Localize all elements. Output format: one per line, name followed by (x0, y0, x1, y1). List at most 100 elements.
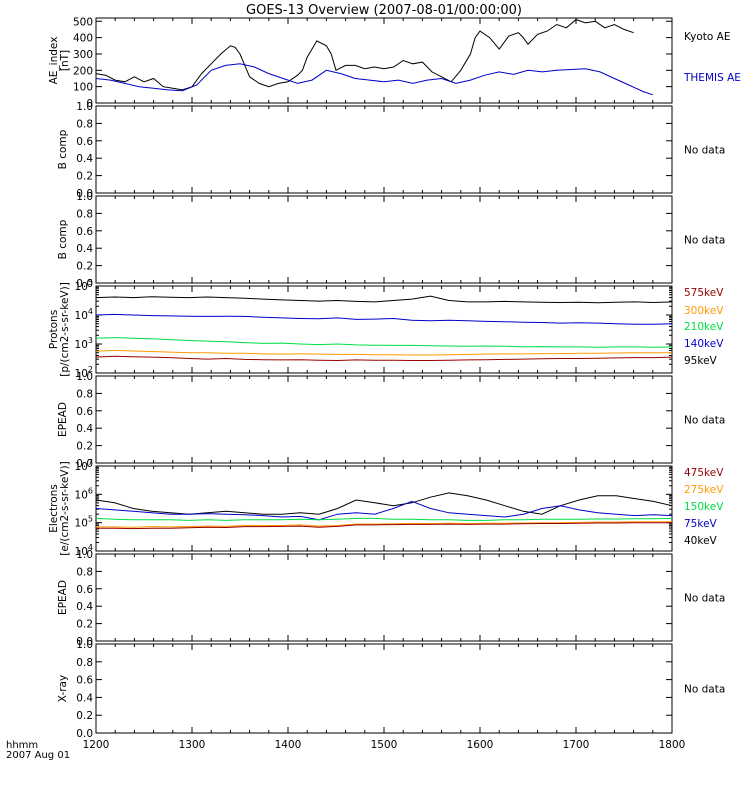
y-label-line: X-ray (57, 675, 69, 702)
panel-frame (95, 553, 673, 642)
y-tick-label: 0.6 (76, 226, 93, 238)
panel-y-label: Electrons [e/(cm2-s-sr-keV)] (48, 461, 71, 555)
series-line-150kev (95, 517, 673, 521)
y-tick-label: 0.2 (76, 261, 93, 273)
series-line-575kev (95, 355, 673, 362)
x-tick-label: 1800 (659, 739, 686, 751)
y-label-line: [p/(cm2-s-sr-keV)] (59, 282, 71, 377)
panel-y-label: AE_index [nT] (48, 37, 71, 85)
panel-epead1: 0.0 0.2 0.4 0.6 0.8 1.0 EPEAD No data (57, 371, 725, 470)
y-tick-base: 10 (75, 310, 88, 322)
chart-title: GOES-13 Overview (2007-08-01/00:00:00) (246, 3, 522, 18)
y-tick-label: 0.0 (76, 636, 93, 648)
panel-x-ticks (95, 106, 673, 193)
y-tick-label: 0.6 (76, 406, 93, 418)
y-tick-label: 0.6 (76, 136, 93, 148)
y-tick-label: 1.0 (76, 549, 93, 561)
legend-entry: 275keV (684, 484, 724, 496)
y-tick-label: 0.8 (76, 657, 93, 669)
y-tick-label: 0.2 (76, 441, 93, 453)
series-line-95kev (95, 295, 673, 304)
y-tick-exponent: 4 (88, 543, 93, 552)
y-label-line: [nT] (59, 50, 71, 71)
y-tick-label: 0.0 (76, 728, 93, 740)
panel-x-ticks (95, 286, 673, 373)
series-line-140kev (95, 313, 673, 325)
y-tick-label: 105 (75, 278, 93, 293)
panel-y-axis: 0.0 0.2 0.4 0.6 0.8 1.0 (76, 639, 672, 740)
no-data-label: No data (684, 145, 725, 157)
y-tick-label: 1.0 (76, 191, 93, 203)
panel-x-ticks (95, 18, 673, 103)
y-tick-base: 10 (75, 518, 88, 530)
panel-frame (95, 375, 673, 464)
panel-series (95, 492, 673, 530)
y-tick-label: 107 (75, 458, 93, 473)
y-tick-label: 0.0 (76, 188, 93, 200)
no-data-label: No data (684, 235, 725, 247)
y-tick-label: 0.8 (76, 566, 93, 578)
x-tick-label: 1200 (83, 739, 110, 751)
y-tick-label: 0.2 (76, 619, 93, 631)
series-line-themis-ae (95, 63, 653, 96)
y-tick-label: 400 (73, 33, 93, 45)
y-tick-label: 0.8 (76, 118, 93, 130)
y-label-line: EPEAD (57, 402, 69, 437)
series-line-475kev (96, 522, 672, 530)
y-label-line: EPEAD (57, 580, 69, 615)
y-tick-exponent: 6 (88, 486, 93, 495)
x-tick-label: 1600 (467, 739, 494, 751)
legend-entry: THEMIS AE (683, 72, 741, 84)
y-tick-exponent: 5 (88, 278, 93, 287)
panel-y-axis: 0.0 0.2 0.4 0.6 0.8 1.0 (76, 549, 672, 648)
panel-frame (95, 465, 673, 552)
series-line-75kev (95, 500, 673, 521)
x-axis-date: 2007 Aug 01 (6, 750, 70, 761)
y-tick-label: 0.4 (76, 601, 93, 613)
legend-entry: 75keV (684, 518, 718, 530)
no-data-label: No data (684, 593, 725, 605)
y-tick-label: 0.0 (76, 278, 93, 290)
legend-entry: 210keV (684, 321, 724, 333)
x-tick-label: 1300 (179, 739, 206, 751)
y-tick-base: 10 (75, 368, 88, 380)
panel-y-axis: 0.0 0.2 0.4 0.6 0.8 1.0 (76, 101, 672, 200)
legend-entry: 95keV (684, 355, 718, 367)
y-tick-exponent: 5 (88, 515, 93, 524)
panel-x-ticks (95, 644, 673, 733)
panel-bcomp2: 0.0 0.2 0.4 0.6 0.8 1.0 B comp No data (57, 191, 725, 290)
panel-y-label: X-ray (57, 675, 69, 702)
legend-entry: 300keV (684, 305, 724, 317)
y-tick-label: 0.4 (76, 153, 93, 165)
series-line-kyoto-ae (95, 19, 634, 91)
y-tick-label: 0.6 (76, 584, 93, 596)
y-tick-exponent: 7 (88, 458, 93, 467)
panel-y-label: B comp (57, 129, 69, 169)
y-tick-exponent: 4 (88, 307, 93, 316)
y-tick-base: 10 (75, 489, 88, 501)
y-tick-label: 500 (73, 16, 93, 28)
y-label-line: B comp (57, 129, 69, 169)
panel-y-axis: 0.0 0.2 0.4 0.6 0.8 1.0 (76, 371, 672, 470)
y-tick-label: 0.6 (76, 675, 93, 687)
y-tick-exponent: 3 (88, 336, 93, 345)
y-tick-base: 10 (75, 281, 88, 293)
legend-entry: 575keV (684, 287, 724, 299)
y-tick-base: 10 (75, 339, 88, 351)
legend-entry: Kyoto AE (684, 31, 730, 43)
panel-x-ticks (95, 376, 673, 463)
panel-frame (95, 195, 673, 284)
y-tick-label: 0.4 (76, 423, 93, 435)
panel-xray: 0.0 0.2 0.4 0.6 0.8 1.0 X-ray No data (57, 639, 725, 740)
panel-series (95, 19, 653, 96)
series-line-210kev (95, 337, 673, 348)
y-tick-label: 1.0 (76, 371, 93, 383)
y-tick-exponent: 2 (88, 365, 93, 374)
y-label-line: Electrons (48, 484, 60, 533)
